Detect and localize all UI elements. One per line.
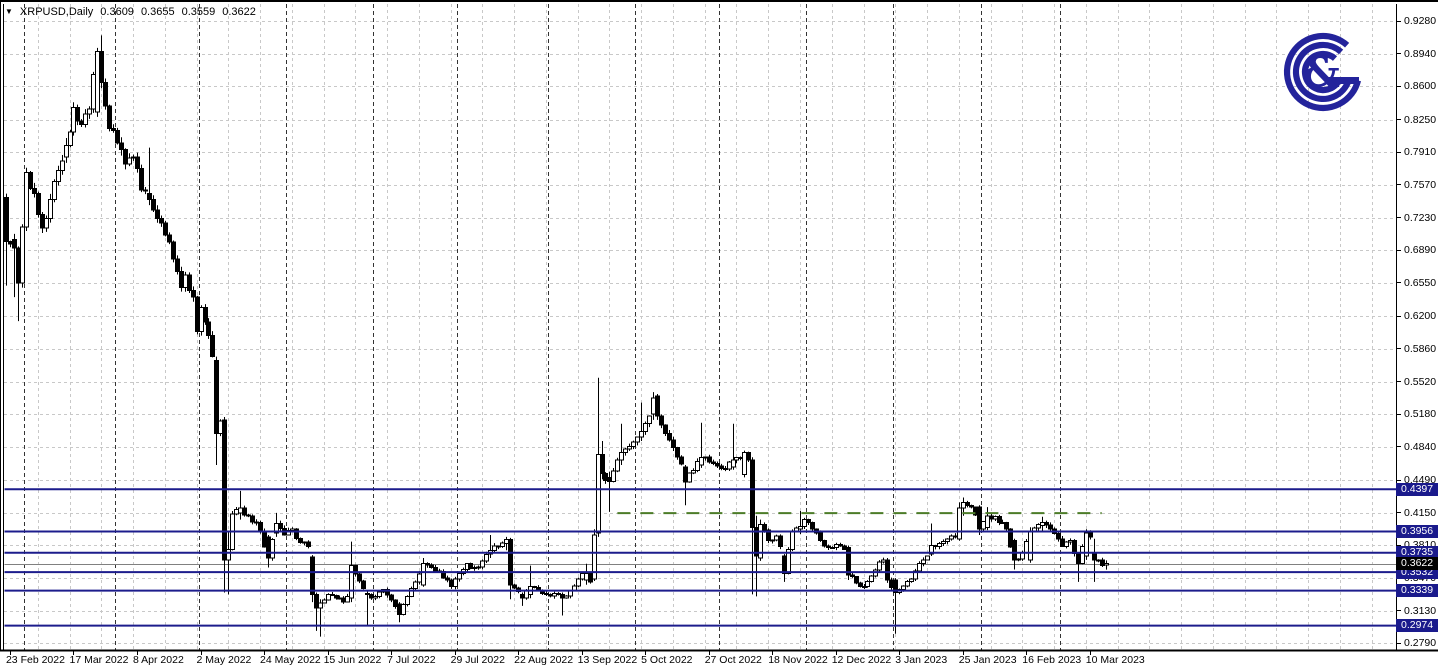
date-tick-label: 10 Mar 2023 <box>1085 654 1145 666</box>
date-tick-label: 5 Oct 2022 <box>641 654 693 666</box>
date-tick-mark <box>582 651 583 655</box>
level-price-label: 0.3956 <box>1396 524 1438 538</box>
price-tick-mark <box>1397 315 1401 317</box>
symbol-dropdown-icon[interactable]: ▼ <box>5 7 13 16</box>
date-tick-mark <box>772 651 773 655</box>
chart-title-overlay: ▼ XRPUSD,Daily 0.3609 0.3655 0.3559 0.36… <box>5 6 256 18</box>
price-tick-mark <box>1397 610 1401 612</box>
ohlc-close: 0.3622 <box>222 6 256 18</box>
price-tick-mark <box>1397 479 1401 481</box>
price-tick-label: 0.4840 <box>1397 440 1436 453</box>
price-tick-label: 0.7910 <box>1397 146 1436 159</box>
date-tick-mark <box>645 651 646 655</box>
date-tick-label: 8 Apr 2022 <box>133 654 184 666</box>
date-tick-mark <box>963 651 964 655</box>
price-tick-label: 0.8600 <box>1397 80 1436 93</box>
date-tick-label: 17 Mar 2022 <box>69 654 129 666</box>
date-tick-label: 13 Sep 2022 <box>577 654 638 666</box>
price-tick-mark <box>1397 151 1401 153</box>
price-tick-label: 0.7570 <box>1397 178 1436 191</box>
date-tick-mark <box>264 651 265 655</box>
date-tick-mark <box>455 651 456 655</box>
price-tick-label: 0.8940 <box>1397 47 1436 60</box>
price-tick-label: 0.7230 <box>1397 211 1436 224</box>
price-tick-label: 0.3130 <box>1397 604 1436 617</box>
date-tick-label: 24 May 2022 <box>260 654 321 666</box>
price-tick-label: 0.2790 <box>1397 637 1436 650</box>
price-tick-mark <box>1397 217 1401 219</box>
price-tick-label: 0.9280 <box>1397 15 1436 28</box>
date-tick-label: 15 Jun 2022 <box>323 654 382 666</box>
date-tick-label: 27 Oct 2022 <box>704 654 762 666</box>
ohlc-open: 0.3609 <box>100 6 134 18</box>
level-price-label: 0.3339 <box>1396 584 1438 598</box>
price-tick-mark <box>1397 249 1401 251</box>
price-tick-mark <box>1397 544 1401 546</box>
price-tick-mark <box>1397 381 1401 383</box>
price-tick-label: 0.6890 <box>1397 244 1436 257</box>
current-price-label: 0.3622 <box>1396 557 1438 571</box>
price-tick-label: 0.4150 <box>1397 506 1436 519</box>
price-tick-label: 0.8250 <box>1397 113 1436 126</box>
date-tick-mark <box>518 651 519 655</box>
date-tick-label: 16 Feb 2023 <box>1022 654 1082 666</box>
price-tick-mark <box>1397 20 1401 22</box>
date-tick-label: 18 Nov 2022 <box>768 654 828 666</box>
price-tick-mark <box>1397 348 1401 350</box>
date-tick-mark <box>201 651 202 655</box>
price-tick-label: 0.6200 <box>1397 310 1436 323</box>
date-tick-mark <box>391 651 392 655</box>
date-tick-mark <box>10 651 11 655</box>
date-tick-mark <box>836 651 837 655</box>
date-tick-label: 2 May 2022 <box>196 654 252 666</box>
date-tick-mark <box>709 651 710 655</box>
ohlc-high: 0.3655 <box>140 6 175 18</box>
price-tick-mark <box>1397 184 1401 186</box>
date-tick-label: 7 Jul 2022 <box>387 654 436 666</box>
date-tick-mark <box>1090 651 1091 655</box>
level-price-label: 0.2974 <box>1396 619 1438 633</box>
svg-text:&: & <box>1302 48 1340 97</box>
date-tick-mark <box>1026 651 1027 655</box>
date-tick-label: 22 Aug 2022 <box>514 654 574 666</box>
level-price-label: 0.3735 <box>1396 546 1438 560</box>
symbol-period-label: XRPUSD,Daily <box>19 6 94 18</box>
date-tick-mark <box>328 651 329 655</box>
broker-logo-g-ampersand-icon: & <box>1283 32 1362 112</box>
price-tick-mark <box>1397 85 1401 87</box>
window-left-border <box>0 2 1 650</box>
price-tick-label: 0.5180 <box>1397 408 1436 421</box>
ohlc-low: 0.3559 <box>181 6 216 18</box>
price-tick-mark <box>1397 282 1401 284</box>
price-tick-mark <box>1397 53 1401 55</box>
date-tick-label: 12 Dec 2022 <box>831 654 892 666</box>
price-tick-label: 0.5860 <box>1397 342 1436 355</box>
level-price-label: 0.4397 <box>1396 482 1438 496</box>
price-tick-label: 0.6550 <box>1397 276 1436 289</box>
date-tick-mark <box>137 651 138 655</box>
price-tick-mark <box>1397 512 1401 514</box>
price-tick-mark <box>1397 446 1401 448</box>
price-tick-mark <box>1397 642 1401 644</box>
date-tick-label: 23 Feb 2022 <box>5 654 65 666</box>
price-tick-mark <box>1397 119 1401 121</box>
date-tick-label: 29 Jul 2022 <box>450 654 505 666</box>
date-tick-label: 25 Jan 2023 <box>958 654 1017 666</box>
date-tick-mark <box>899 651 900 655</box>
broker-logo: & <box>1281 26 1367 118</box>
price-tick-mark <box>1397 413 1401 415</box>
date-tick-mark <box>73 651 74 655</box>
price-tick-label: 0.5520 <box>1397 375 1436 388</box>
date-tick-label: 3 Jan 2023 <box>895 654 948 666</box>
